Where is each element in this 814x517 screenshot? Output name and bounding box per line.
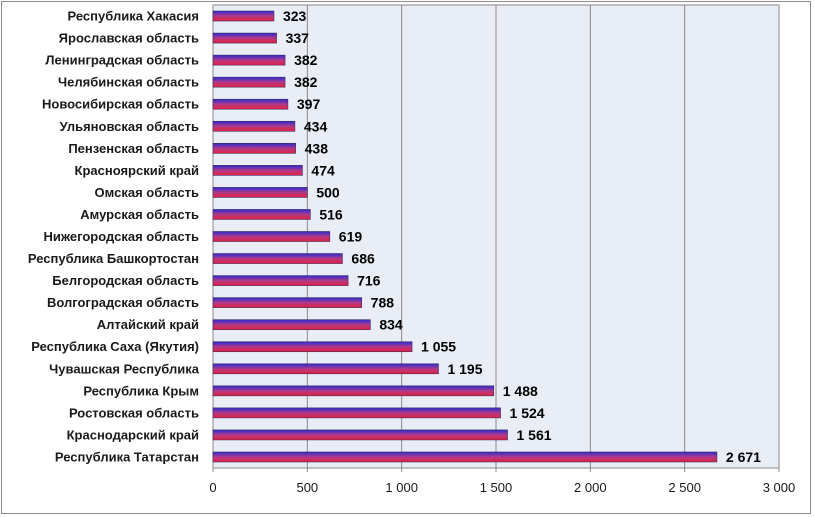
category-label: Алтайский край: [97, 317, 199, 332]
category-label: Амурская область: [80, 207, 199, 222]
x-tick-label: 500: [296, 480, 318, 495]
category-label: Челябинская область: [58, 75, 199, 90]
bar: [212, 451, 718, 463]
category-label: Белгородская область: [52, 273, 199, 288]
bar: [212, 319, 371, 330]
bar: [212, 363, 439, 375]
x-tick-label: 3 000: [763, 480, 796, 495]
category-label: Нижегородская область: [43, 229, 199, 244]
bar: [212, 98, 289, 110]
value-label: 323: [283, 8, 307, 24]
value-label: 474: [311, 162, 335, 178]
value-label: 337: [286, 30, 310, 46]
value-label: 1 195: [447, 361, 482, 377]
bar: [212, 120, 296, 132]
value-label: 834: [379, 317, 403, 333]
bar: [212, 143, 296, 154]
value-label: 686: [351, 251, 375, 267]
category-label: Новосибирская область: [42, 97, 199, 112]
bar: [212, 32, 277, 44]
bar: [212, 341, 413, 353]
category-label: Ростовская область: [69, 405, 199, 420]
category-label: Республика Хакасия: [68, 9, 199, 24]
bar: [212, 54, 286, 66]
x-tick-label: 0: [209, 480, 216, 495]
category-label: Республика Крым: [83, 383, 199, 398]
category-label: Ульяновская область: [60, 119, 199, 134]
bar: [212, 385, 495, 397]
value-label: 1 488: [503, 383, 538, 399]
value-label: 516: [319, 206, 343, 222]
value-label: 500: [316, 184, 340, 200]
category-label: Республика Саха (Якутия): [31, 339, 199, 354]
x-tick-label: 1 500: [480, 480, 513, 495]
value-label: 1 524: [510, 405, 545, 421]
value-label: 1 055: [421, 339, 456, 355]
category-label: Краснодарский край: [67, 427, 199, 442]
value-label: 1 561: [517, 427, 552, 443]
category-label: Республика Башкортостан: [28, 251, 199, 266]
bar: [212, 297, 362, 308]
category-label: Чувашская Республика: [49, 361, 200, 376]
category-label: Ярославская область: [59, 31, 199, 46]
bar: [212, 165, 303, 176]
value-label: 2 671: [726, 449, 761, 465]
category-label: Волгоградская область: [47, 295, 199, 310]
bar: [212, 253, 343, 264]
x-tick-label: 2 000: [574, 480, 607, 495]
category-label: Ленинградская область: [45, 53, 199, 68]
category-label: Омская область: [95, 185, 199, 200]
value-label: 434: [304, 118, 328, 134]
bar: [212, 76, 286, 88]
x-tick-label: 2 500: [668, 480, 701, 495]
bar: [212, 10, 275, 22]
value-label: 788: [371, 295, 395, 311]
value-label: 716: [357, 273, 381, 289]
bar: [212, 209, 311, 220]
bar: [212, 187, 308, 198]
x-tick-label: 1 000: [385, 480, 418, 495]
bar: [212, 429, 508, 441]
bar: [212, 275, 349, 286]
value-label: 619: [339, 229, 363, 245]
value-label: 382: [294, 52, 318, 68]
value-label: 382: [294, 74, 318, 90]
category-label: Пензенская область: [68, 141, 199, 156]
bar: [212, 231, 331, 242]
category-label: Республика Татарстан: [55, 449, 199, 464]
bar: [212, 407, 501, 419]
value-label: 397: [297, 96, 321, 112]
category-label: Красноярский край: [75, 163, 199, 178]
value-label: 438: [305, 140, 329, 156]
